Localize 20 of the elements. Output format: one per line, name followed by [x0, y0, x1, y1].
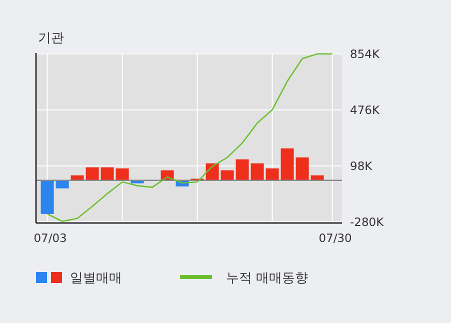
bar: [280, 148, 294, 180]
bar: [250, 163, 264, 180]
bar: [86, 167, 99, 180]
bar: [296, 157, 309, 180]
chart-title: 기관: [38, 31, 64, 46]
bar: [100, 167, 114, 180]
y-tick-label: -280K: [350, 214, 384, 229]
bar: [56, 180, 69, 188]
bar: [116, 168, 129, 180]
bar: [220, 170, 234, 180]
legend-label: 일별매매: [70, 271, 122, 286]
x-tick-label: 07/03: [34, 231, 67, 245]
legend-label: 누적 매매동향: [226, 271, 308, 286]
bar: [236, 159, 249, 180]
y-tick-label: 854K: [350, 46, 380, 61]
y-tick-label: 98K: [350, 158, 373, 173]
y-tick-label: 476K: [350, 102, 380, 117]
bar: [266, 168, 279, 180]
x-tick-label: 07/30: [318, 231, 352, 245]
bar: [40, 180, 54, 214]
